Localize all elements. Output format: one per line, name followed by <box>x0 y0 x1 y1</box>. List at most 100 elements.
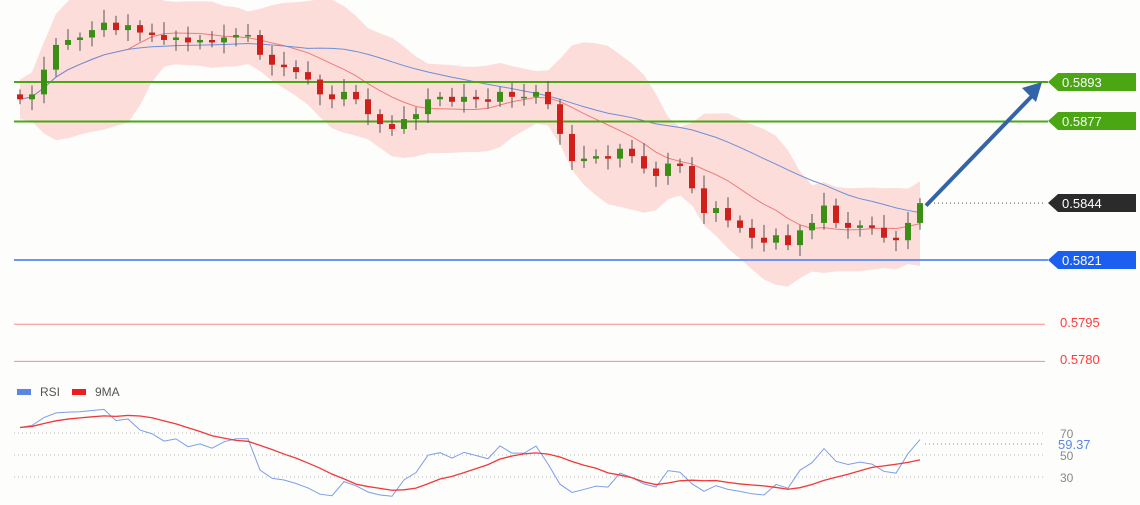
candle <box>701 175 707 224</box>
candle-body <box>209 39 215 43</box>
candle-body <box>593 156 599 159</box>
candle-body <box>17 94 23 100</box>
candle <box>317 74 323 106</box>
bollinger-band-area <box>20 0 920 287</box>
candle-body <box>65 39 71 45</box>
candle-body <box>545 91 551 105</box>
candle-body <box>689 166 695 189</box>
candle <box>833 198 839 228</box>
candle <box>125 14 131 41</box>
candle-body <box>809 222 815 231</box>
candle <box>569 125 575 171</box>
candle-body <box>101 22 107 31</box>
candle <box>269 45 275 76</box>
candle-body <box>701 188 707 214</box>
candle <box>809 214 815 240</box>
candle-body <box>437 96 443 100</box>
candle <box>173 30 179 51</box>
candle-body <box>257 35 263 55</box>
arrow-shaft <box>924 94 1034 207</box>
candle <box>365 88 371 126</box>
candle-body <box>389 124 395 129</box>
price-tags: 0.5893 0.5877 0.5844 0.5821 0.5795 0.578… <box>1048 73 1136 367</box>
ma-legend-swatch <box>72 389 86 395</box>
rsi-lines <box>19 408 921 497</box>
candle <box>845 212 851 239</box>
candle-body <box>653 168 659 176</box>
candle-body <box>881 227 887 238</box>
current-price-label: 0.5844 <box>1062 196 1102 211</box>
candle-body <box>761 237 767 243</box>
candle-body <box>41 69 47 95</box>
candle <box>329 85 335 109</box>
candle-body <box>185 37 191 43</box>
candle <box>41 56 47 104</box>
candle <box>137 20 143 42</box>
candle <box>521 83 527 106</box>
candle <box>485 88 491 109</box>
candle-body <box>677 163 683 167</box>
candles <box>17 9 923 257</box>
candle-body <box>773 235 779 243</box>
candle-body <box>149 32 155 36</box>
rsi-line <box>19 408 921 497</box>
candle <box>89 21 95 47</box>
candle-body <box>605 156 611 159</box>
candle <box>509 82 515 108</box>
candle-body <box>365 99 371 115</box>
candle <box>557 99 563 145</box>
candle-body <box>77 37 83 40</box>
candle-body <box>317 79 323 95</box>
candle-body <box>233 35 239 38</box>
candle-body <box>833 205 839 223</box>
candle <box>605 145 611 170</box>
candle <box>821 192 827 230</box>
candle <box>185 26 191 52</box>
rsi-ma-line <box>19 414 921 491</box>
candle-body <box>329 94 335 100</box>
candle-body <box>893 237 899 241</box>
candle-body <box>713 208 719 214</box>
price-tag-0.5821: 0.5821 <box>1048 251 1136 269</box>
candle <box>17 89 23 105</box>
moving-averages <box>19 32 921 231</box>
rsi-tick: 30 <box>1060 471 1074 485</box>
candle-body <box>137 25 143 33</box>
candle <box>461 83 467 113</box>
candle-body <box>473 96 479 100</box>
candle <box>161 22 167 45</box>
candle <box>881 214 887 243</box>
candle-body <box>665 163 671 176</box>
candle-body <box>521 96 527 99</box>
candle <box>281 51 287 77</box>
candle <box>389 115 395 136</box>
arrow-head <box>1022 82 1042 102</box>
candle-body <box>353 91 359 100</box>
candle <box>581 145 587 169</box>
candle-body <box>569 133 575 162</box>
candle <box>629 139 635 164</box>
support-label: 0.5780 <box>1060 352 1100 367</box>
rsi-current-label: 59.37 <box>1058 437 1091 452</box>
candle <box>761 224 767 252</box>
candle-body <box>557 104 563 134</box>
candle <box>293 60 299 80</box>
candle <box>689 157 695 194</box>
candle <box>29 85 35 111</box>
candle <box>353 84 359 105</box>
candle-body <box>461 96 467 102</box>
ma-20-line <box>19 32 921 231</box>
candle-body <box>917 203 923 223</box>
candle <box>413 107 419 130</box>
price-tag-current: 0.5844 <box>1048 194 1136 212</box>
price-tag-0.5877: 0.5877 <box>1048 112 1136 130</box>
candle-body <box>617 148 623 159</box>
candle-body <box>305 72 311 80</box>
candle-body <box>785 235 791 246</box>
candle-body <box>125 25 131 31</box>
candle <box>785 224 791 251</box>
candle-body <box>269 54 275 65</box>
candle <box>665 152 671 185</box>
candle-body <box>89 30 95 38</box>
